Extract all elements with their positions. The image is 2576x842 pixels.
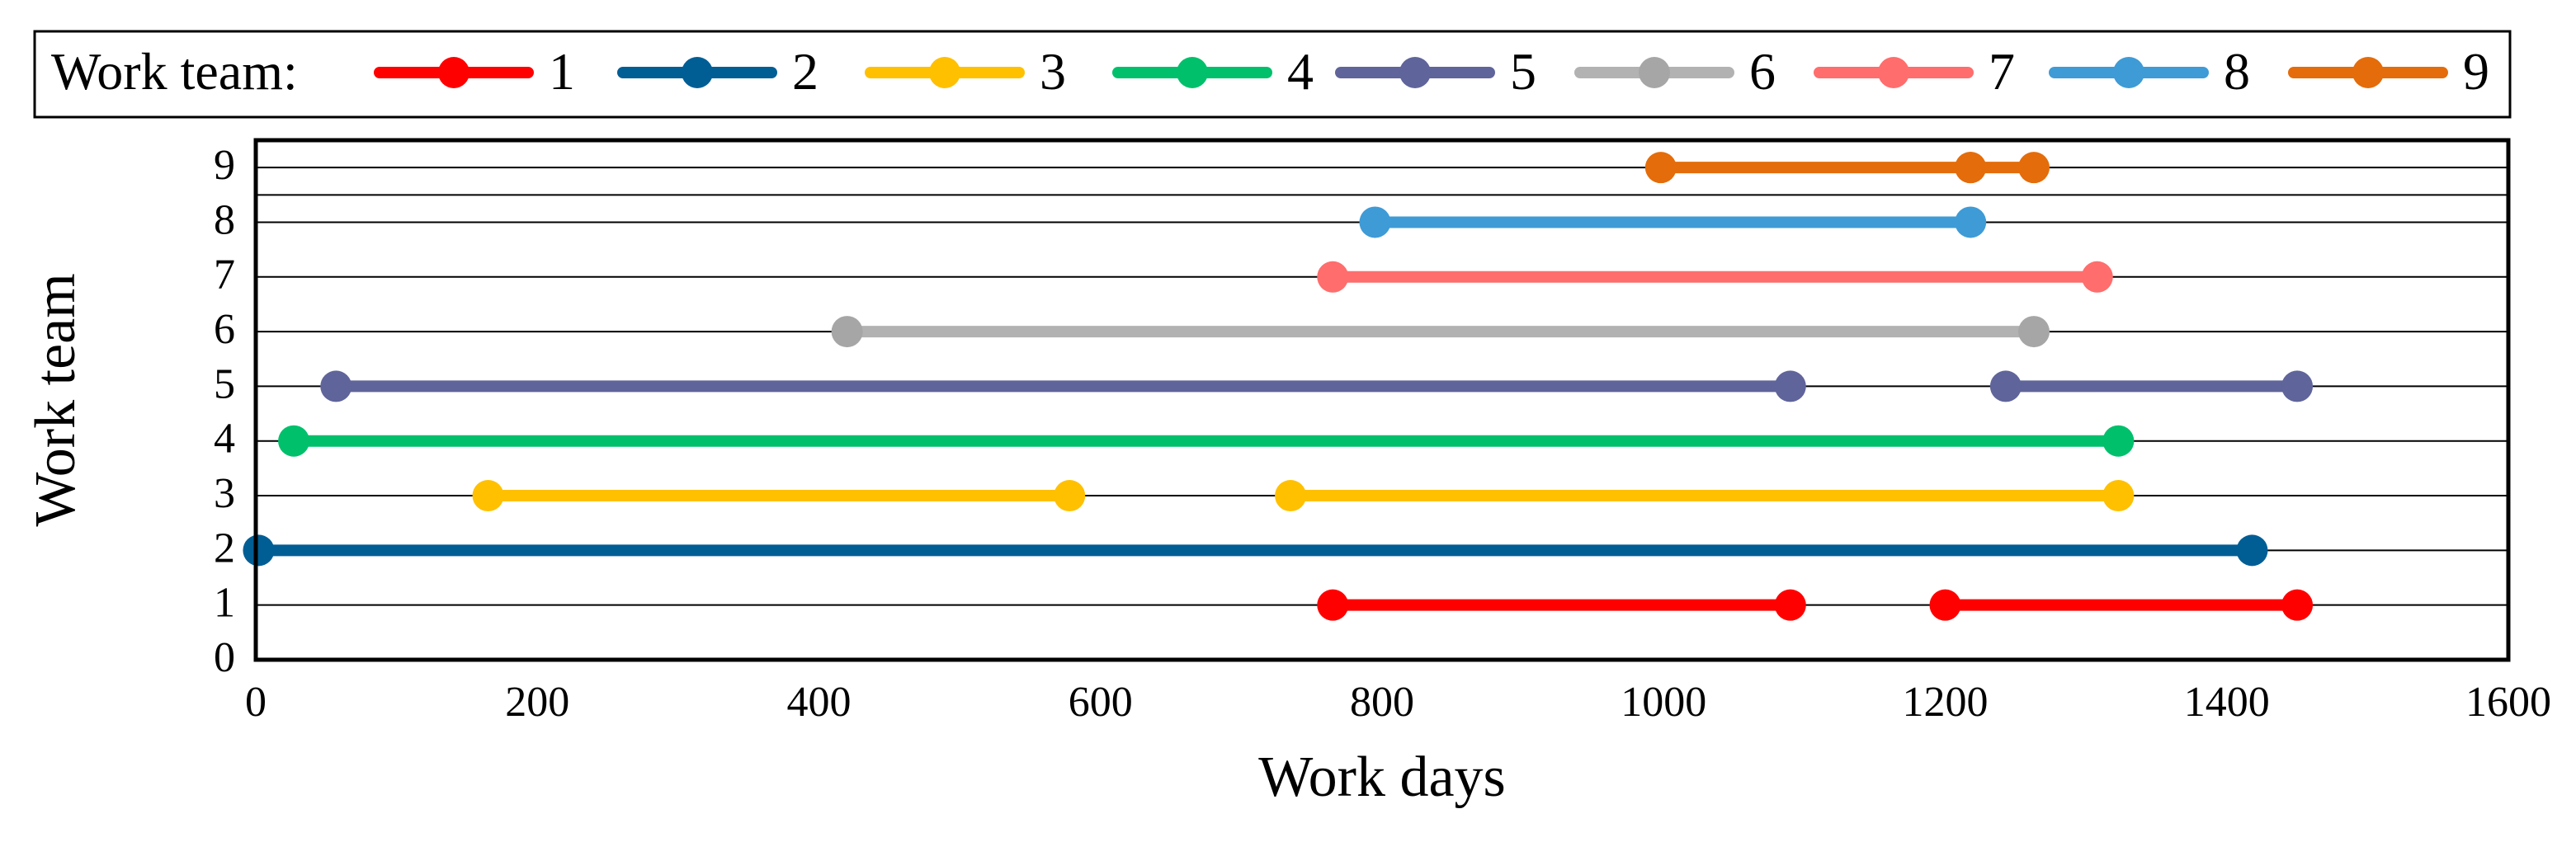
series-9-point-1-0 <box>1955 152 1987 184</box>
legend-label-1: 1 <box>549 42 575 101</box>
x-tick-label: 600 <box>1069 679 1133 726</box>
y-tick-label: 5 <box>214 360 235 407</box>
legend-marker-8 <box>2113 57 2144 88</box>
x-axis-label: Work days <box>1258 746 1506 809</box>
legend-marker-2 <box>682 57 713 88</box>
series-7 <box>1317 261 2113 293</box>
legend-label-5: 5 <box>1510 42 1536 101</box>
series-4-point-0-1 <box>2102 425 2135 457</box>
series-3-point-0-1 <box>1054 480 1086 512</box>
legend-label-4: 4 <box>1287 42 1314 101</box>
legend-entry-5: 5 <box>1335 42 1536 101</box>
legend-entry-9: 9 <box>2288 42 2489 101</box>
axes: 0 200 400 600 800 1000 1200 1400 1600 0 1 2 3 4 5 6 7 8 9 W… <box>24 138 2551 809</box>
x-tick-label: 1000 <box>1621 679 1706 726</box>
legend-entry-2: 2 <box>617 42 819 101</box>
legend-marker-7 <box>1878 57 1909 88</box>
series-7-point-0-0 <box>1317 261 1349 293</box>
y-tick-label: 4 <box>214 416 235 463</box>
series-2-point-0-1 <box>2236 534 2268 567</box>
series-layer <box>243 152 2314 621</box>
series-9 <box>1644 152 2050 184</box>
gridlines <box>256 167 2508 661</box>
y-tick-label: 9 <box>214 142 235 189</box>
series-2 <box>243 534 2268 567</box>
series-6 <box>831 316 2050 348</box>
series-5-point-1-1 <box>2281 370 2314 402</box>
y-tick-label: 6 <box>214 306 235 353</box>
legend-marker-6 <box>1639 57 1670 88</box>
series-6-point-0-0 <box>831 316 863 348</box>
series-3-point-1-1 <box>2102 480 2135 512</box>
series-9-point-0-0 <box>1644 152 1677 184</box>
series-5-point-0-1 <box>1774 370 1806 402</box>
series-7-point-0-1 <box>2081 261 2113 293</box>
plot-frame <box>253 138 2511 662</box>
x-tick-label: 800 <box>1350 679 1414 726</box>
series-1-point-0-1 <box>1774 589 1806 621</box>
legend-label-8: 8 <box>2224 42 2250 101</box>
legend-entry-1: 1 <box>374 42 575 101</box>
legend-label-3: 3 <box>1040 42 1066 101</box>
y-tick-label: 1 <box>214 580 235 627</box>
series-4 <box>278 425 2135 457</box>
series-3-point-0-0 <box>472 480 504 512</box>
legend-marker-4 <box>1177 57 1208 88</box>
legend-marker-9 <box>2352 57 2384 88</box>
legend-entry-6: 6 <box>1574 42 1776 101</box>
legend-label-2: 2 <box>792 42 819 101</box>
legend-label-6: 6 <box>1749 42 1776 101</box>
series-3 <box>472 480 2135 512</box>
y-axis-label: Work team <box>24 273 87 526</box>
x-tick-label: 0 <box>245 679 267 726</box>
series-5-point-1-0 <box>1989 370 2022 402</box>
x-tick-label: 200 <box>505 679 569 726</box>
y-tick-label: 3 <box>214 470 235 517</box>
series-8-point-0-0 <box>1359 206 1391 238</box>
legend-label-9: 9 <box>2463 42 2489 101</box>
legend-marker-3 <box>929 57 960 88</box>
y-tick-label: 8 <box>214 196 235 243</box>
legend-entry-7: 7 <box>1814 42 2015 101</box>
legend-entry-3: 3 <box>865 42 1066 101</box>
series-4-point-0-0 <box>278 425 310 457</box>
series-8-point-0-1 <box>1955 206 1987 238</box>
y-tick-label: 7 <box>214 252 235 299</box>
y-tick-label: 2 <box>214 524 235 572</box>
series-9-point-1-1 <box>2017 152 2050 184</box>
series-5-point-0-0 <box>320 370 352 402</box>
legend-entry-4: 4 <box>1112 42 1314 101</box>
legend-entry-8: 8 <box>2049 42 2250 101</box>
y-tick-label: 0 <box>214 634 235 681</box>
legend-marker-1 <box>438 57 469 88</box>
legend-title: Work team: <box>51 42 298 101</box>
legend-marker-5 <box>1399 57 1431 88</box>
series-1-point-1-1 <box>2281 589 2314 621</box>
series-6-point-0-1 <box>2017 316 2050 348</box>
series-1-point-0-0 <box>1317 589 1349 621</box>
series-8 <box>1359 206 1987 238</box>
x-tick-label: 400 <box>787 679 852 726</box>
series-1 <box>1317 589 2314 621</box>
legend: Work team: 1 2 3 4 5 6 7 8 9 <box>33 30 2512 119</box>
x-tick-label: 1200 <box>1903 679 1989 726</box>
x-tick-label: 1400 <box>2184 679 2270 726</box>
legend-label-7: 7 <box>1989 42 2015 101</box>
series-1-point-1-0 <box>1929 589 1961 621</box>
series-3-point-1-0 <box>1275 480 1307 512</box>
x-tick-label: 1600 <box>2465 679 2551 726</box>
series-2-point-0-0 <box>243 534 275 567</box>
series-5 <box>320 370 2314 402</box>
